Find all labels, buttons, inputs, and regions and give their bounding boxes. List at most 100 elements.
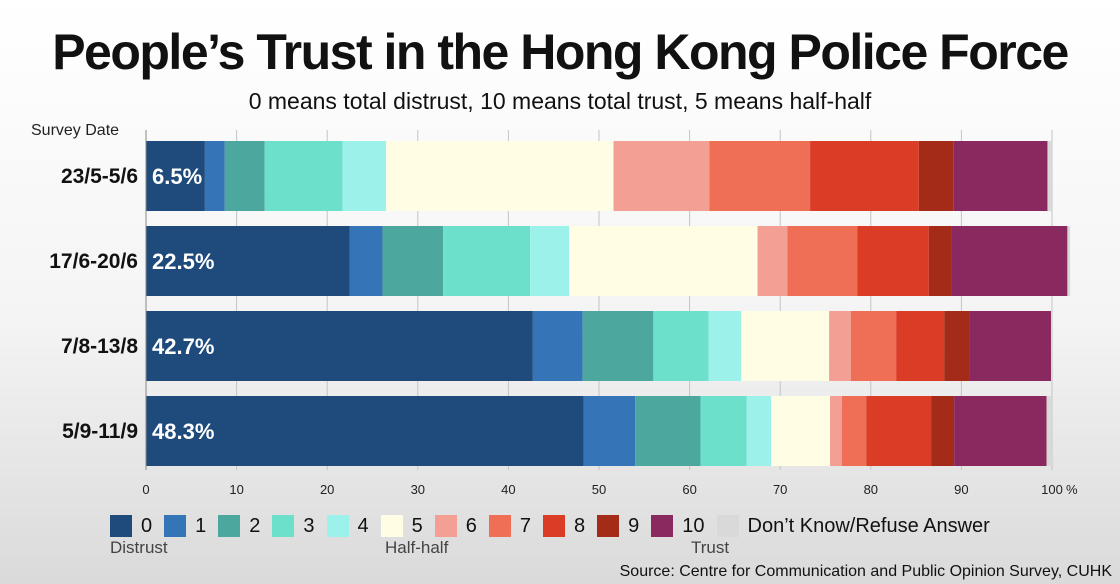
bar-segment-3-1 xyxy=(583,396,636,466)
legend-swatch-7 xyxy=(488,515,511,537)
bar-segment-1-7 xyxy=(787,226,858,296)
bar-segment-0-11 xyxy=(1047,141,1052,211)
legend-swatch-4 xyxy=(326,515,349,537)
x-tick-label-8: 80 xyxy=(864,482,878,497)
legend-swatch-11 xyxy=(716,515,739,537)
legend-label-6: 6 xyxy=(465,514,477,537)
bar-segment-0-4 xyxy=(342,141,387,211)
category-label-1: 17/6-20/6 xyxy=(49,250,138,273)
source-note: Source: Centre for Communication and Pub… xyxy=(619,563,1112,580)
legend-item-8: 8 xyxy=(543,515,585,538)
legend-swatch-9 xyxy=(597,515,620,537)
bar-segment-1-5 xyxy=(569,226,758,296)
legend-item-0: 0 xyxy=(110,515,152,538)
bar-segment-3-7 xyxy=(841,396,867,466)
legend-label-0: 0 xyxy=(141,514,153,537)
bar-segment-3-9 xyxy=(931,396,955,466)
chart-title: People’s Trust in the Hong Kong Police F… xyxy=(52,24,1069,80)
bar-segment-2-7 xyxy=(850,311,897,381)
x-tick-label-6: 60 xyxy=(682,482,696,497)
legend-label-1: 1 xyxy=(195,514,207,537)
data-label-3: 48.3% xyxy=(152,419,214,444)
legend-label-3: 3 xyxy=(303,514,315,537)
x-tick-label-0: 0 xyxy=(142,482,149,497)
x-tick-label-1: 10 xyxy=(229,482,243,497)
x-tick-label-9: 90 xyxy=(954,482,968,497)
legend-label-7: 7 xyxy=(519,514,531,537)
bar-segment-0-8 xyxy=(810,141,919,211)
legend-swatch-10 xyxy=(651,515,674,537)
bar-segment-2-9 xyxy=(944,311,970,381)
chart-subtitle: 0 means total distrust, 10 means total t… xyxy=(248,88,872,114)
x-axis-unit: % xyxy=(1066,482,1078,497)
category-label-2: 7/8-13/8 xyxy=(61,335,138,358)
bar-segment-0-7 xyxy=(709,141,811,211)
bar-segment-2-2 xyxy=(582,311,654,381)
legend-label-4: 4 xyxy=(357,514,369,537)
legend-label-8: 8 xyxy=(574,514,586,537)
x-tick-label-2: 20 xyxy=(320,482,334,497)
legend-item-3: 3 xyxy=(272,514,315,538)
bar-segment-2-11 xyxy=(1051,311,1052,381)
y-axis-title: Survey Date xyxy=(31,122,120,139)
legend-swatch-3 xyxy=(272,515,295,537)
bar-segment-0-3 xyxy=(264,141,343,211)
bar-segment-0-10 xyxy=(953,141,1048,211)
bar-segment-2-5 xyxy=(741,311,830,381)
legend-label-9: 9 xyxy=(628,514,640,537)
legend-item-9: 9 xyxy=(597,515,639,538)
bar-segment-2-10 xyxy=(969,311,1052,381)
legend-swatch-8 xyxy=(543,515,565,537)
x-tick-label-3: 30 xyxy=(411,482,425,497)
legend-label-2: 2 xyxy=(249,514,261,537)
bar-segment-0-0 xyxy=(146,141,205,211)
bar-segment-1-10 xyxy=(951,226,1068,296)
x-tick-label-7: 70 xyxy=(773,482,787,497)
x-tick-label-4: 40 xyxy=(501,482,515,497)
bar-segment-1-1 xyxy=(349,226,383,296)
bar-segment-0-6 xyxy=(613,141,710,211)
x-tick-label-10: 100 xyxy=(1041,482,1063,497)
legend-label-5: 5 xyxy=(411,514,423,537)
scale-note-trust: Trust xyxy=(691,538,730,557)
data-label-1: 22.5% xyxy=(152,249,214,274)
bar-segment-3-11 xyxy=(1046,396,1052,466)
data-label-0: 6.5% xyxy=(152,164,202,189)
bar-segment-1-0 xyxy=(146,226,350,296)
bar-segment-2-3 xyxy=(653,311,709,381)
bar-segment-2-1 xyxy=(532,311,583,381)
category-label-0: 23/5-5/6 xyxy=(61,165,138,188)
bar-segment-0-2 xyxy=(224,141,265,211)
data-label-2: 42.7% xyxy=(152,334,214,359)
x-tick-label-5: 50 xyxy=(592,482,606,497)
legend-item-5: 5 xyxy=(380,514,423,538)
bar-segment-1-11 xyxy=(1067,226,1071,296)
bar-segment-1-3 xyxy=(443,226,531,296)
bar-segment-3-0 xyxy=(146,396,584,466)
bar-segment-2-0 xyxy=(146,311,533,381)
bar-segment-1-8 xyxy=(857,226,929,296)
bar-segment-0-5 xyxy=(386,141,614,211)
bar-segment-3-3 xyxy=(700,396,747,466)
bar-segment-3-4 xyxy=(746,396,772,466)
bar-segment-2-4 xyxy=(708,311,742,381)
legend-swatch-1 xyxy=(164,515,187,537)
legend-swatch-6 xyxy=(434,515,457,537)
chart-legend: 0 1 2 3 4 5 6 7 8 9 10 Don’t Know/Refuse Answer xyxy=(110,513,1002,539)
legend-item-7: 7 xyxy=(488,514,531,538)
bar-segment-1-4 xyxy=(530,226,570,296)
legend-swatch-5 xyxy=(380,515,403,537)
legend-item-10: 10 xyxy=(651,514,705,538)
bar-segment-0-1 xyxy=(204,141,225,211)
legend-label-10: 10 xyxy=(682,514,705,537)
bar-segment-3-10 xyxy=(954,396,1047,466)
legend-item-11: Don’t Know/Refuse Answer xyxy=(716,514,990,538)
legend-swatch-2 xyxy=(218,515,241,537)
scale-note-half-half: Half-half xyxy=(385,538,449,557)
legend-label-11: Don’t Know/Refuse Answer xyxy=(747,514,990,537)
bar-segment-1-9 xyxy=(928,226,952,296)
bar-segment-2-8 xyxy=(896,311,945,381)
legend-item-1: 1 xyxy=(164,515,206,538)
bar-segment-3-8 xyxy=(866,396,932,466)
legend-swatch-0 xyxy=(110,515,132,537)
